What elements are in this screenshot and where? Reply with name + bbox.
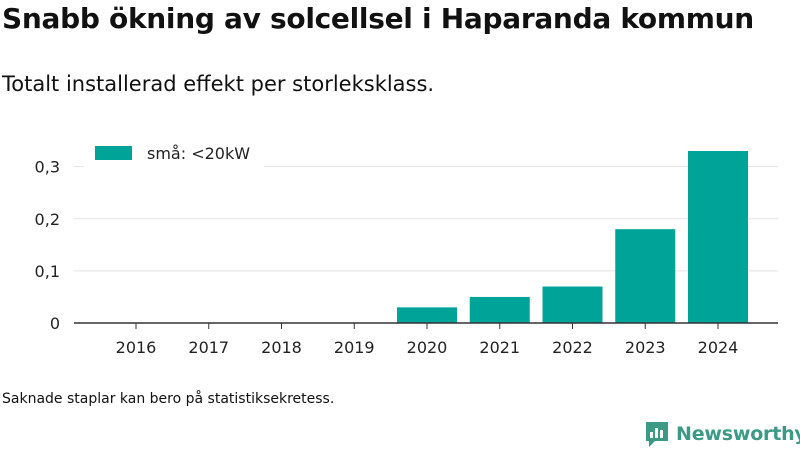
y-tick-label: 0 [50, 314, 60, 333]
bar-chart: 0 0,1 0,2 0,3 2016 2017 2018 2019 2020 2021 2022 20… [34, 138, 778, 357]
bar [615, 229, 676, 323]
x-tick-label: 2017 [188, 338, 229, 357]
x-tick-label: 2016 [116, 338, 157, 357]
x-tick-label: 2020 [407, 338, 448, 357]
newsworthy-chart-logo-icon [646, 422, 668, 447]
x-tick-label: 2021 [479, 338, 520, 357]
x-tick-label: 2023 [625, 338, 666, 357]
chart-title: Snabb ökning av solcellsel i Haparanda k… [2, 2, 754, 35]
legend-label: små: <20kW [147, 144, 250, 163]
bar [542, 286, 603, 323]
chart-subtitle: Totalt installerad effekt per storlekskl… [2, 72, 435, 96]
bar [397, 307, 457, 323]
brand-name: Newsworthy [676, 423, 800, 445]
y-tick-label: 0,3 [35, 158, 60, 177]
x-tick-label: 2019 [334, 338, 375, 357]
legend-swatch [95, 146, 132, 160]
y-tick-label: 0,1 [35, 262, 60, 281]
axes: 0 0,1 0,2 0,3 2016 2017 2018 2019 2020 2021 2022 20… [35, 158, 778, 357]
bar [469, 296, 530, 323]
legend: små: <20kW [84, 138, 264, 168]
x-tick-label: 2018 [261, 338, 302, 357]
bar [688, 151, 748, 323]
y-tick-label: 0,2 [35, 210, 60, 229]
x-tick-label: 2022 [552, 338, 593, 357]
bars [397, 151, 748, 323]
footnote: Saknade staplar kan bero på statistiksek… [2, 391, 335, 407]
x-tick-label: 2024 [698, 338, 739, 357]
brand-logo: Newsworthy [644, 420, 800, 448]
